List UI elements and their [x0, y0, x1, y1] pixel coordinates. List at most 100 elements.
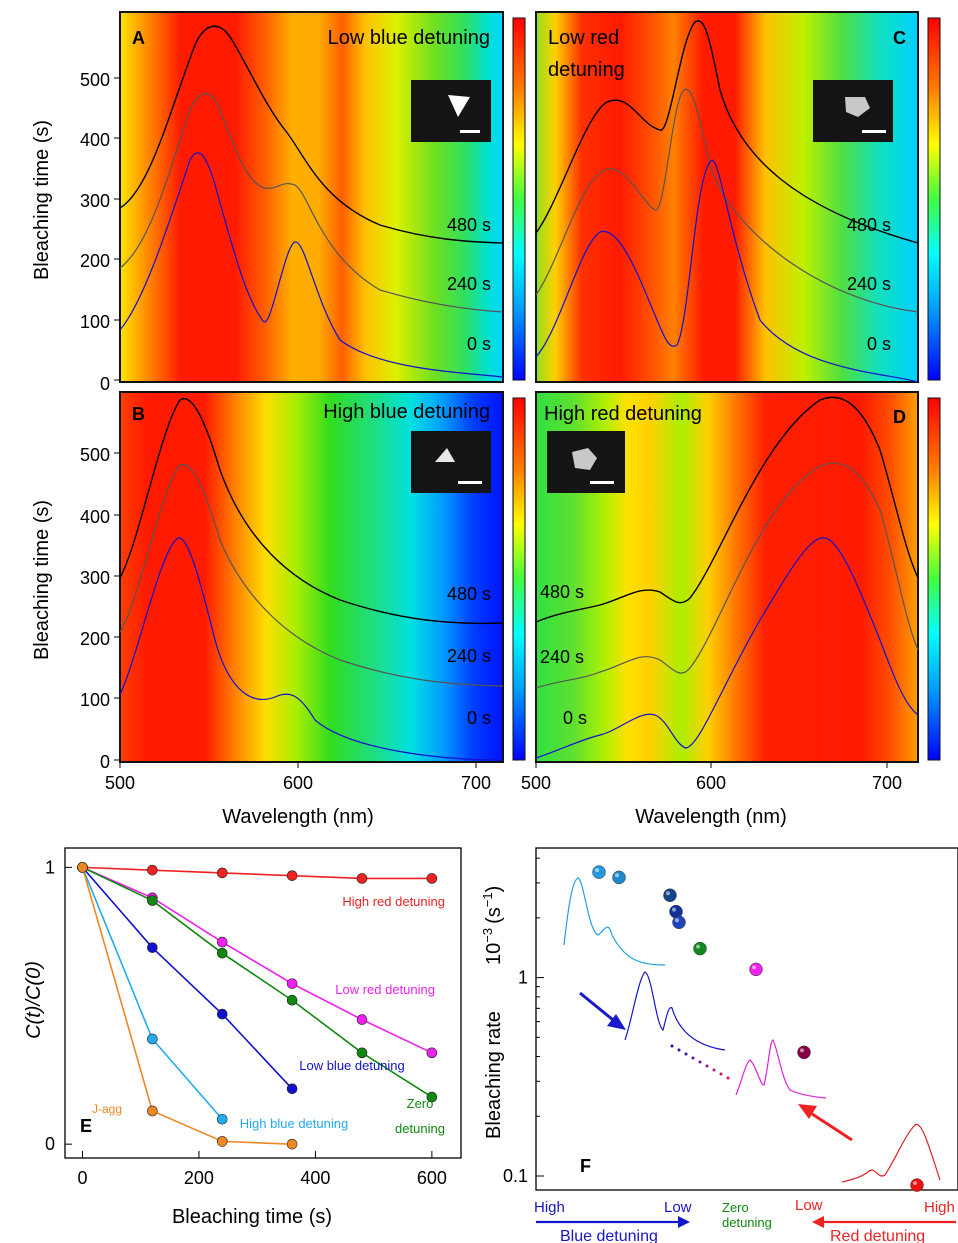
ytick-lower-400: 400	[80, 507, 110, 527]
panel-f-ylabel-unit: 10−3 (s−1)	[480, 886, 505, 965]
panel-f-red-arrow	[798, 1104, 853, 1142]
panel-e-point-zero-detuning	[147, 895, 158, 906]
panel-a-label-240: 240 s	[447, 274, 491, 294]
panel-f-zero-line2: detuning	[722, 1215, 772, 1230]
panel-e-frame	[64, 847, 462, 1159]
panel-f-blue-axis-head	[678, 1216, 690, 1228]
panel-f-tick-labels: 0.11	[503, 968, 528, 1186]
panel-e-line-low-blue-detuning	[81, 866, 293, 1090]
ytick-upper-300: 300	[80, 191, 110, 211]
panel-c-label-480: 480 s	[847, 215, 891, 235]
panel-e-series-label-low-red-detuning: Low red detuning	[335, 982, 435, 997]
panel-e-point-zero-detuning	[216, 947, 228, 959]
panel-e-ticks	[65, 866, 433, 1158]
ytick-lower-500: 500	[80, 445, 110, 465]
panel-e-xtick-label: 200	[184, 1168, 214, 1188]
panel-e-point-zero-detuning	[286, 994, 298, 1006]
ytick-upper-0: 0	[100, 374, 110, 394]
panel-c-label-240: 240 s	[847, 274, 891, 294]
ytick-upper-400: 400	[80, 130, 110, 150]
panel-e-point-zero-detuning	[426, 1091, 438, 1103]
panel-e-series-label-high-blue-detuning: High blue detuning	[240, 1116, 348, 1131]
panel-e-series-label-j-agg: J-agg	[92, 1102, 122, 1116]
panel-f-point-highlight	[615, 873, 619, 878]
colorbar-c	[927, 17, 941, 381]
panel-f-point-highlight	[913, 1181, 917, 1186]
panel-c-label-0: 0 s	[867, 334, 891, 354]
panel-f-ytick-label: 1	[518, 968, 528, 988]
panel-f-red-label: Red detuning	[830, 1228, 925, 1243]
panel-e-line-zero-detuning	[82, 866, 433, 1098]
top-x-axis-left: 500 600 700 Wavelength (nm)	[105, 762, 491, 828]
panel-f-zero-line1: Zero	[722, 1200, 749, 1215]
panel-b-scalebar	[458, 481, 482, 484]
panel-a-particle	[448, 95, 470, 117]
xlabel-right: Wavelength (nm)	[635, 806, 787, 828]
xtick-left-600: 600	[283, 773, 313, 793]
panel-f-point-zero-detuning	[693, 941, 707, 956]
panel-e-xtick-label: 0	[77, 1168, 87, 1188]
panel-c-title-line1: Low red	[548, 27, 619, 49]
panel-a-inset	[411, 80, 491, 142]
panel-d-particle	[572, 448, 597, 470]
panel-f-ylabel-10: 10	[483, 943, 505, 965]
colorbar-b	[512, 397, 526, 761]
panel-a-curve-480s	[119, 25, 504, 244]
panel-f-spectrum-high-blue	[563, 877, 666, 966]
panel-e-point-high-red-detuning	[147, 864, 158, 876]
panel-c-inset	[813, 80, 893, 142]
panel-e-series-label-high-red-detuning: High red detuning	[342, 894, 445, 909]
panel-f-point-high-blue-detuning	[612, 870, 626, 885]
panel-c-heatmap	[535, 11, 919, 383]
panel-e-point-j-agg	[147, 1105, 158, 1117]
xtick-left-500: 500	[105, 773, 135, 793]
panel-e-zero-label-line1: Zero	[407, 1096, 434, 1111]
panel-e-point-zero-detuning	[356, 1047, 368, 1059]
panel-f-point-highlight	[666, 891, 670, 896]
panel-e-point-high-red-detuning	[356, 873, 368, 884]
panel-f-spectrum-low-red	[735, 1039, 827, 1099]
panel-e-point-low-blue-detuning	[286, 1083, 298, 1095]
panel-f-red-axis-head	[812, 1216, 824, 1228]
panel-f-red-low: Low	[795, 1197, 823, 1214]
panel-e-point-low-red-detuning	[216, 936, 228, 948]
panel-d-inset	[547, 431, 625, 493]
ylabel-lower: Bleaching time (s)	[31, 500, 53, 660]
panel-b-label-0: 0 s	[467, 708, 491, 728]
panel-c-scalebar	[862, 130, 886, 133]
svg-text:10−3(s−1): 10−3 (s−1)	[480, 886, 505, 965]
xtick-right-700: 700	[872, 773, 902, 793]
top-x-axis-right: 500 600 700 Wavelength (nm)	[521, 762, 902, 828]
panel-c-curve-480s	[535, 20, 919, 244]
panel-a-label-480: 480 s	[447, 215, 491, 235]
top-y-axis-lower: 0 100 200 300 400 500 Bleaching time (s)	[31, 445, 120, 772]
panel-e-ytick-label: 1	[45, 857, 55, 877]
panel-e-line-high-red-detuning	[82, 866, 432, 880]
panel-a-letter: A	[132, 28, 145, 48]
panel-f-blue-arrow	[579, 991, 626, 1030]
panel-f-point-highlight	[672, 907, 676, 912]
panel-f-ytick-label: 0.1	[503, 1166, 528, 1186]
panel-e-point-high-blue-detuning	[147, 1033, 158, 1045]
panel-e-point-low-red-detuning	[426, 1047, 438, 1059]
panel-f-detuning-axis: High Low Blue detuning Zero detuning Low…	[534, 1197, 956, 1243]
panel-f-point-high-red-detuning	[910, 1178, 924, 1192]
panel-b-curve-240s	[119, 463, 504, 687]
ytick-upper-500: 500	[80, 70, 110, 90]
panel-a: A Low blue detuning 480 s 240 s 0 s	[119, 11, 504, 383]
panel-b-inset	[411, 431, 491, 493]
panel-f-ylabel-tail: (s	[483, 907, 505, 924]
panel-e-zero-label-line2: detuning	[395, 1121, 445, 1136]
colorbar-a	[512, 17, 526, 381]
panel-d-curve-480s	[535, 396, 919, 623]
panel-c: Low red detuning C 480 s 240 s 0 s	[535, 11, 919, 383]
panel-f-blue-low: Low	[664, 1199, 692, 1216]
panel-c-title-line2: detuning	[548, 59, 625, 81]
panel-f-points	[592, 865, 924, 1192]
panel-b-label-480: 480 s	[447, 584, 491, 604]
panel-e-tick-labels: 0 200 400 600 0 1	[45, 857, 447, 1188]
panel-e: High red detuning Low red detuning Low blu…	[23, 847, 462, 1228]
panel-e-line-j-agg	[81, 867, 293, 1145]
panel-b-label-240: 240 s	[447, 646, 491, 666]
panel-b-letter: B	[132, 404, 145, 424]
